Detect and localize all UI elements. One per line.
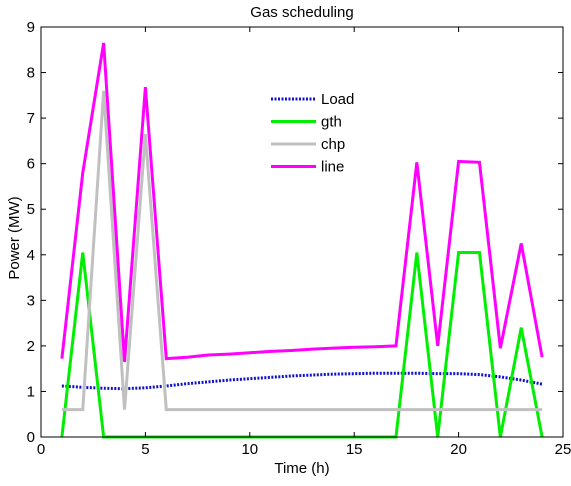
x-tick-label: 5 <box>141 441 149 458</box>
legend-label-load: Load <box>321 91 354 108</box>
series-line-chp <box>61 90 543 412</box>
x-axis-ticks: 0 5 10 15 20 25 <box>37 27 571 458</box>
y-tick-label: 3 <box>27 292 35 309</box>
x-tick-label: 0 <box>37 441 45 458</box>
x-tick-label: 25 <box>555 441 571 458</box>
series-line-load <box>61 371 543 391</box>
legend-label-line: line <box>321 159 344 176</box>
y-tick-label: 0 <box>27 429 35 446</box>
y-tick-label: 4 <box>27 247 35 264</box>
plot-frame <box>40 26 564 438</box>
y-tick-label: 6 <box>27 156 35 173</box>
chart-title: Gas scheduling <box>250 4 353 21</box>
y-tick-label: 2 <box>27 338 35 355</box>
legend-label-gth: gth <box>321 114 342 131</box>
y-axis-ticks: 0 1 2 3 4 5 6 7 8 9 <box>27 19 563 446</box>
y-axis-title: Power (MW) <box>6 196 23 279</box>
y-tick-label: 8 <box>27 65 35 82</box>
y-tick-label: 1 <box>27 383 35 400</box>
y-tick-label: 7 <box>27 110 35 127</box>
series-line-line <box>60 42 544 362</box>
x-tick-label: 20 <box>450 441 467 458</box>
y-tick-label: 5 <box>27 201 35 218</box>
x-tick-label: 10 <box>241 441 258 458</box>
y-tick-label: 9 <box>27 19 35 36</box>
x-tick-label: 15 <box>346 441 363 458</box>
legend: Load gth chp line <box>260 84 371 182</box>
legend-label-chp: chp <box>321 136 345 153</box>
x-axis-title: Time (h) <box>274 460 329 477</box>
